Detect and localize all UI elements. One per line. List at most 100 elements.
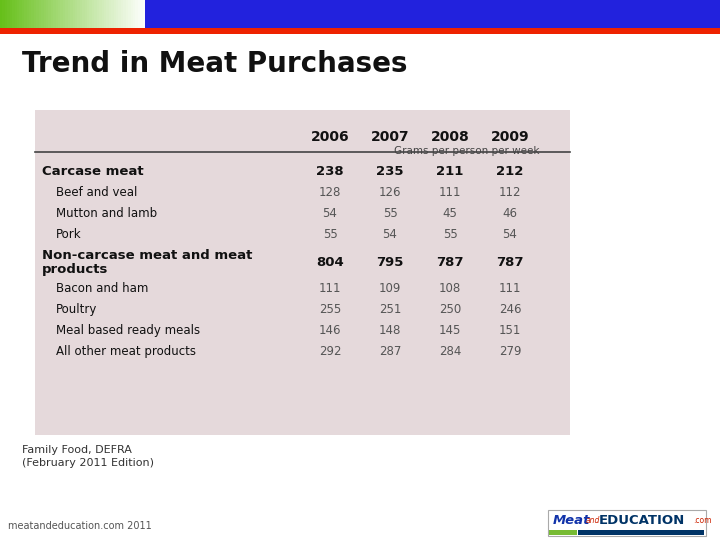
Text: Poultry: Poultry (56, 303, 97, 316)
Text: EDUCATION: EDUCATION (599, 514, 685, 527)
Text: Meal based ready meals: Meal based ready meals (56, 324, 200, 337)
Bar (140, 0, 143, 28)
Bar (114, 0, 116, 28)
Bar (73, 0, 75, 28)
Bar (89, 0, 92, 28)
Bar (50, 0, 53, 28)
Bar (48, 0, 50, 28)
Bar (14, 0, 17, 28)
Text: (February 2011 Edition): (February 2011 Edition) (22, 458, 154, 468)
Text: 148: 148 (379, 324, 401, 337)
Text: 112: 112 (499, 186, 521, 199)
Bar (27, 0, 29, 28)
Bar (29, 0, 32, 28)
Bar (53, 0, 55, 28)
Bar (128, 0, 130, 28)
Bar (43, 0, 46, 28)
Text: 145: 145 (438, 324, 462, 337)
Text: 46: 46 (503, 207, 518, 220)
Bar (94, 0, 96, 28)
Bar (109, 0, 111, 28)
Text: 279: 279 (499, 345, 521, 358)
Bar (58, 0, 60, 28)
Text: Family Food, DEFRA: Family Food, DEFRA (22, 445, 132, 455)
Text: 111: 111 (438, 186, 462, 199)
Text: Mutton and lamb: Mutton and lamb (56, 207, 157, 220)
Bar (82, 0, 84, 28)
Text: 109: 109 (379, 282, 401, 295)
Bar (111, 0, 114, 28)
Text: meatandeducation.com 2011: meatandeducation.com 2011 (8, 521, 152, 531)
Bar (46, 0, 48, 28)
Text: products: products (42, 263, 109, 276)
Text: 2007: 2007 (371, 130, 409, 144)
Bar (80, 0, 82, 28)
Text: 235: 235 (377, 165, 404, 178)
Text: Trend in Meat Purchases: Trend in Meat Purchases (22, 50, 408, 78)
Bar (0, 0, 2, 28)
Text: 238: 238 (316, 165, 344, 178)
Text: Meat: Meat (553, 514, 590, 527)
Text: 151: 151 (499, 324, 521, 337)
Text: 795: 795 (377, 256, 404, 269)
Text: 246: 246 (499, 303, 521, 316)
Bar (130, 0, 133, 28)
Bar (118, 0, 121, 28)
Bar (145, 0, 720, 28)
Text: and: and (586, 516, 600, 525)
Bar (102, 0, 104, 28)
Bar (55, 0, 58, 28)
Bar (39, 0, 41, 28)
Bar (12, 0, 14, 28)
Bar (63, 0, 66, 28)
Bar (5, 0, 7, 28)
Bar (19, 0, 22, 28)
Text: 45: 45 (443, 207, 457, 220)
Bar (96, 0, 99, 28)
Bar (138, 0, 140, 28)
Bar (77, 0, 80, 28)
Bar (9, 0, 12, 28)
Text: 111: 111 (319, 282, 341, 295)
Bar (36, 0, 39, 28)
Bar (75, 0, 77, 28)
Text: 146: 146 (319, 324, 341, 337)
Text: 250: 250 (439, 303, 461, 316)
Bar (107, 0, 109, 28)
Text: Non-carcase meat and meat: Non-carcase meat and meat (42, 249, 253, 262)
Text: Beef and veal: Beef and veal (56, 186, 138, 199)
Bar (70, 0, 73, 28)
Bar (126, 0, 128, 28)
Text: Carcase meat: Carcase meat (42, 165, 143, 178)
Bar (17, 0, 19, 28)
Bar (99, 0, 102, 28)
Text: 211: 211 (436, 165, 464, 178)
Bar (116, 0, 118, 28)
Bar (135, 0, 138, 28)
Text: All other meat products: All other meat products (56, 345, 196, 358)
Text: 804: 804 (316, 256, 344, 269)
Bar (123, 0, 126, 28)
Bar (34, 0, 36, 28)
Text: 55: 55 (323, 228, 338, 241)
Bar (578, 530, 704, 535)
Text: 111: 111 (499, 282, 521, 295)
Text: 55: 55 (382, 207, 397, 220)
Bar (133, 0, 135, 28)
Bar (92, 0, 94, 28)
Text: 55: 55 (443, 228, 457, 241)
Text: 787: 787 (496, 256, 523, 269)
Bar (24, 0, 27, 28)
Text: 54: 54 (382, 228, 397, 241)
Text: 54: 54 (503, 228, 518, 241)
Bar (68, 0, 70, 28)
Text: Pork: Pork (56, 228, 81, 241)
Bar (549, 530, 577, 535)
Text: 287: 287 (379, 345, 401, 358)
FancyBboxPatch shape (548, 510, 706, 536)
Text: 251: 251 (379, 303, 401, 316)
Bar (121, 0, 123, 28)
Text: Grams per person per week: Grams per person per week (395, 146, 540, 156)
Bar (87, 0, 89, 28)
Text: 2009: 2009 (491, 130, 529, 144)
